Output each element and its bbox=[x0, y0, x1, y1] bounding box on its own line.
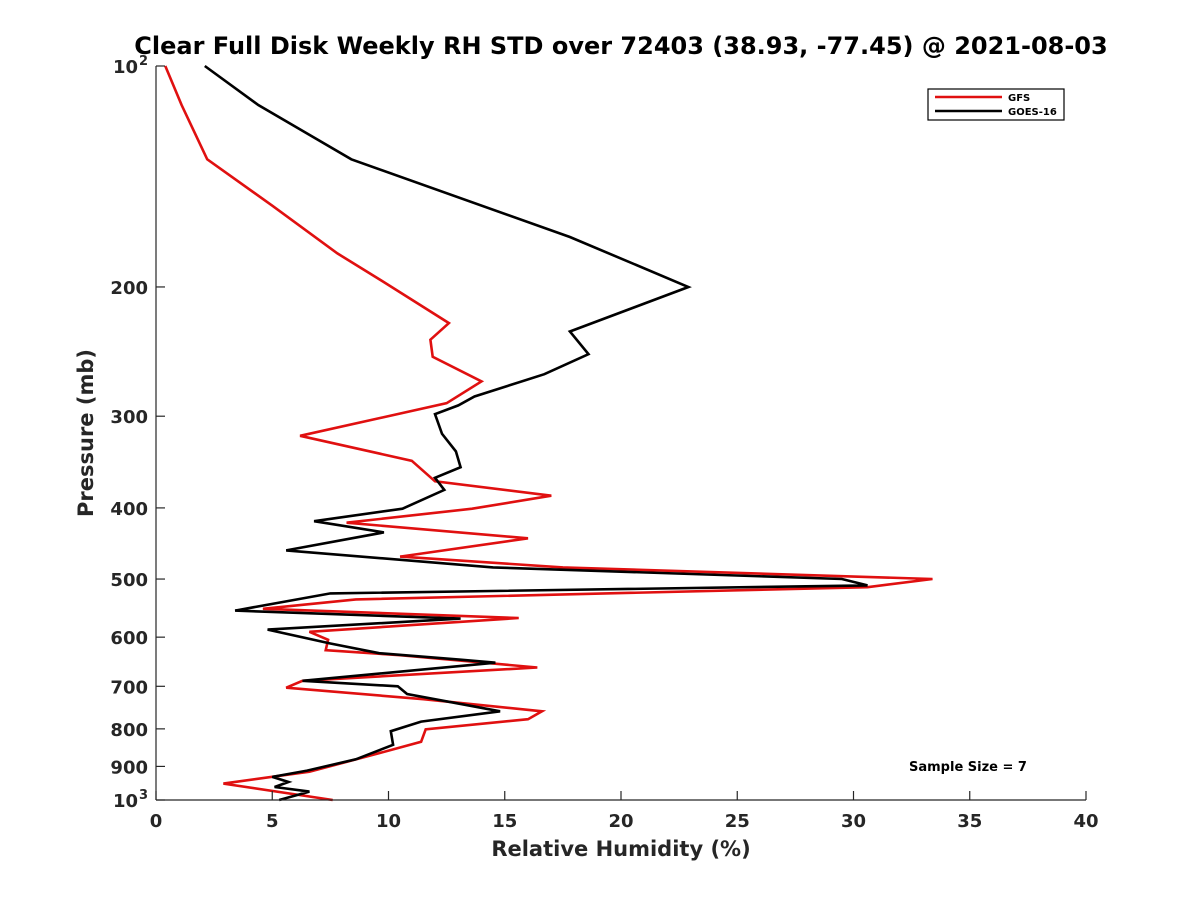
sample-size-annotation: Sample Size = 7 bbox=[909, 760, 1027, 775]
y-tick-label: 200 bbox=[110, 278, 148, 299]
x-tick-label: 30 bbox=[841, 811, 866, 832]
x-tick-label: 15 bbox=[492, 811, 517, 832]
y-tick-label: 800 bbox=[110, 720, 148, 741]
x-tick-label: 0 bbox=[150, 811, 163, 832]
x-tick-label: 25 bbox=[725, 811, 750, 832]
legend: GFS GOES-16 bbox=[927, 88, 1065, 121]
y-tick-label: 10 bbox=[113, 791, 138, 812]
series-line-gfs bbox=[164, 65, 933, 802]
x-tick-label: 20 bbox=[608, 811, 633, 832]
legend-label-goes16: GOES-16 bbox=[1008, 107, 1057, 118]
y-tick-label: 10 bbox=[113, 57, 138, 78]
y-tick-exponent: 3 bbox=[139, 788, 148, 803]
y-tick-label: 400 bbox=[110, 499, 148, 520]
y-tick-label: 700 bbox=[110, 677, 148, 698]
legend-box bbox=[927, 88, 1065, 121]
x-tick-label: 35 bbox=[957, 811, 982, 832]
x-tick-label: 10 bbox=[376, 811, 401, 832]
legend-label-gfs: GFS bbox=[1008, 93, 1030, 104]
y-tick-exponent: 2 bbox=[139, 54, 148, 69]
series-line-goes16 bbox=[204, 64, 868, 802]
y-axis-label: Pressure (mb) bbox=[74, 349, 98, 517]
y-tick-label: 600 bbox=[110, 628, 148, 649]
series-layer bbox=[164, 64, 933, 802]
x-tick-label: 5 bbox=[266, 811, 279, 832]
x-tick-label: 40 bbox=[1073, 811, 1098, 832]
plot-area bbox=[156, 66, 1086, 800]
chart-title: Clear Full Disk Weekly RH STD over 72403… bbox=[134, 32, 1107, 60]
y-tick-label: 300 bbox=[110, 407, 148, 428]
y-tick-label: 500 bbox=[110, 570, 148, 591]
y-tick-label: 900 bbox=[110, 757, 148, 778]
x-axis-label: Relative Humidity (%) bbox=[491, 837, 750, 861]
